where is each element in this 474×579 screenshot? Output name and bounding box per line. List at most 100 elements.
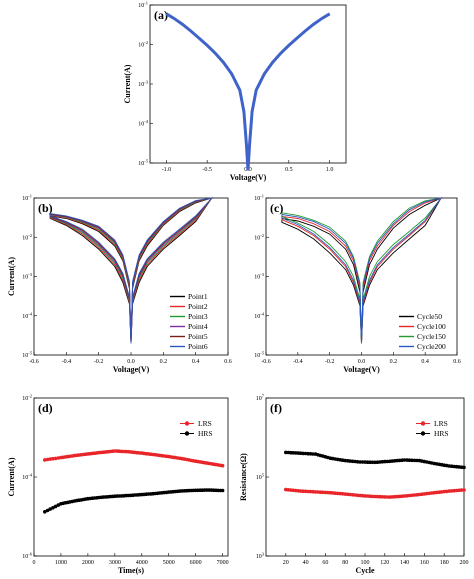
x-tick-label: 0.4: [192, 359, 200, 365]
x-tick-label: -0.4: [293, 359, 303, 365]
x-tick-label: 60: [322, 560, 328, 566]
data-point: [43, 510, 47, 514]
x-tick-label: -0.6: [29, 359, 39, 365]
x-tick-label: 0.6: [224, 359, 232, 365]
series-line: [165, 12, 331, 171]
y-tick-label: 103: [256, 552, 265, 561]
legend-label: LRS: [434, 419, 448, 428]
legend-marker: [420, 421, 426, 426]
y-tick-label: 10-4: [22, 311, 32, 320]
legend-label: Point5: [188, 332, 208, 341]
x-tick-label: 40: [303, 560, 309, 566]
legend-marker: [184, 421, 190, 426]
x-tick-label: 0.5: [285, 167, 293, 173]
x-tick-label: -0.4: [62, 359, 72, 365]
x-tick-label: 80: [342, 560, 348, 566]
legend-label: Point6: [188, 342, 208, 351]
panel-label: (d): [38, 401, 53, 415]
y-tick-label: 10-1: [254, 194, 264, 203]
x-tick-label: -1.0: [162, 167, 172, 173]
x-tick-label: 0.0: [358, 359, 366, 365]
series-loop-cycle200: [281, 197, 443, 344]
y-tick-label: 10-5: [22, 351, 32, 360]
plot-frame: [149, 4, 347, 164]
x-tick-label: 0.2: [390, 359, 398, 365]
legend-label: Point4: [188, 322, 208, 331]
legend-marker: [420, 431, 426, 436]
legend-label: Point1: [188, 292, 208, 301]
x-tick-label: 0.4: [421, 359, 429, 365]
data-point: [370, 460, 375, 465]
x-axis-label: Voltage(V): [230, 173, 267, 182]
x-tick-label: 100: [361, 560, 370, 566]
data-point: [51, 506, 55, 510]
y-tick-label: 10-1: [22, 194, 32, 203]
panel-label: (a): [154, 8, 168, 22]
data-point: [53, 456, 58, 461]
y-tick-label: 10-1: [138, 1, 148, 10]
series-loop-cycle50: [281, 196, 443, 344]
legend-label: Cycle200: [417, 342, 446, 351]
y-axis-label: Resistance(Ω): [239, 453, 248, 501]
data-point: [48, 457, 52, 461]
legend-marker: [184, 431, 190, 436]
x-axis-label: Time(s): [118, 566, 144, 575]
y-tick-label: 10-4: [22, 473, 32, 482]
legend-label: Point2: [188, 302, 208, 311]
y-tick-label: 10-2: [22, 394, 32, 403]
x-axis-label: Voltage(V): [113, 365, 150, 374]
x-tick-label: 0.6: [453, 359, 461, 365]
panel-3: 0 1000 2000 3000 4000 5000 6000 7000 10-2 10-4 10-…: [7, 394, 229, 576]
panel-label: (b): [38, 201, 53, 215]
legend-label: Cycle50: [417, 312, 442, 321]
y-tick-label: 10-3: [254, 272, 264, 281]
y-tick-label: 10-4: [138, 119, 148, 128]
legend-label: Point3: [188, 312, 208, 321]
x-tick-label: 200: [460, 560, 469, 566]
x-tick-label: 5000: [163, 560, 175, 566]
series-loop-point6: [49, 197, 213, 344]
x-tick-label: 160: [420, 560, 429, 566]
y-axis-label: Current(A): [7, 257, 16, 296]
y-tick-label: 10-2: [254, 233, 264, 242]
x-tick-label: 3000: [109, 560, 121, 566]
legend-label: HRS: [198, 429, 213, 438]
panel-0: -1.0 -0.5 0.0 0.5 1.010-110-210-310-410-5Vol…: [123, 1, 347, 182]
x-tick-label: 1.0: [326, 167, 334, 173]
data-point: [53, 504, 58, 509]
y-tick-label: 10-5: [138, 159, 148, 168]
x-tick-label: 120: [380, 560, 389, 566]
y-tick-label: 10-4: [254, 311, 264, 320]
panel-2: -0.6 -0.4 -0.2 0.0 0.2 0.4 0.6 10-1 10-2 10-3 10-4…: [254, 194, 461, 375]
y-tick-label: 10-3: [22, 272, 32, 281]
panel-1: -0.6 -0.4 -0.2 0.0 0.2 0.4 0.6 10-1 10-2 10-3 10-4…: [7, 194, 232, 375]
legend-label: HRS: [434, 429, 449, 438]
y-tick-label: 10-2: [22, 233, 32, 242]
x-tick-label: 20: [283, 560, 289, 566]
panel-4: 20 40 60 80 100 120 140 160 180 200 107 105 103 Cycle…: [239, 394, 469, 576]
x-axis-label: Voltage(V): [343, 365, 380, 374]
legend-label: LRS: [198, 419, 212, 428]
data-point: [51, 456, 55, 461]
data-point: [48, 507, 52, 511]
y-tick-label: 105: [256, 473, 265, 482]
y-tick-label: 10-5: [254, 351, 264, 360]
legend-label: Cycle100: [417, 322, 446, 331]
y-axis-label: Current(A): [7, 457, 16, 496]
y-tick-label: 10-2: [138, 40, 148, 49]
x-tick-label: 0.2: [160, 359, 168, 365]
x-tick-label: 4000: [136, 560, 148, 566]
y-tick-label: 10-3: [138, 80, 148, 89]
data-point: [462, 465, 466, 470]
x-tick-label: 1000: [55, 560, 67, 566]
x-tick-label: 0.0: [127, 359, 135, 365]
legend-label: Cycle150: [417, 332, 446, 341]
y-axis-label: Current(A): [123, 64, 132, 103]
x-tick-label: 6000: [190, 560, 202, 566]
x-tick-label: -0.2: [94, 359, 104, 365]
x-tick-label: 0: [33, 560, 36, 566]
x-tick-label: 180: [440, 560, 449, 566]
panel-label: (c): [270, 201, 283, 215]
x-tick-label: 2000: [82, 560, 94, 566]
data-point: [220, 463, 225, 468]
